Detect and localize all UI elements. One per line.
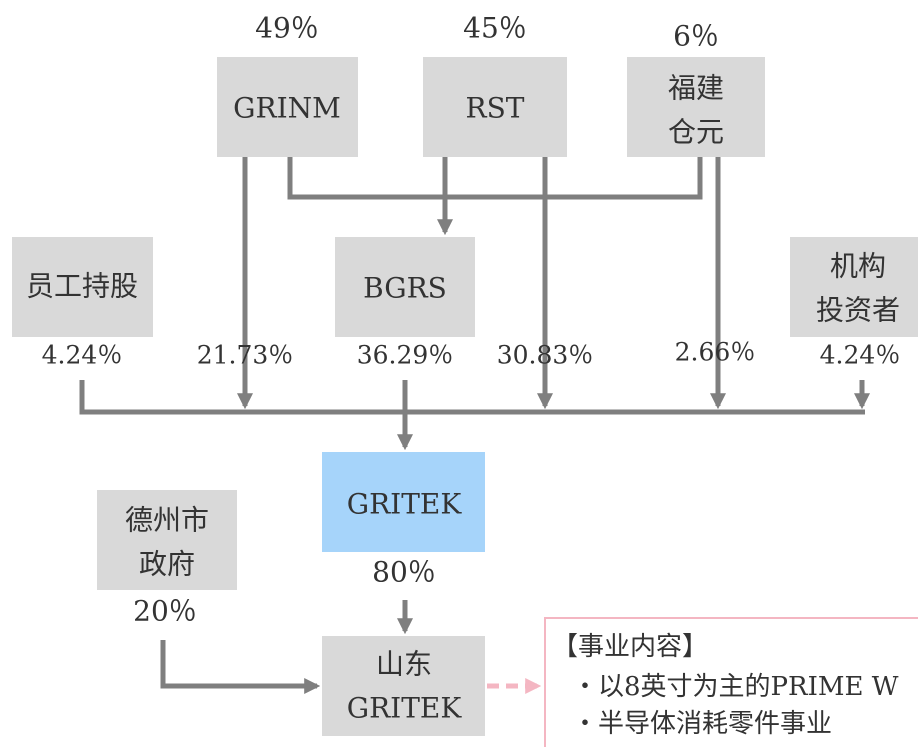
node-label: 投资者 bbox=[816, 294, 900, 327]
share: 6％ bbox=[673, 20, 719, 53]
node-label: 员工持股 bbox=[26, 270, 138, 303]
node-label: GRINM bbox=[233, 92, 341, 125]
node-box bbox=[423, 57, 567, 157]
node-label: GRITEK bbox=[347, 488, 463, 521]
node-label: GRITEK bbox=[347, 692, 463, 725]
node-label: 政府 bbox=[139, 548, 195, 581]
node-label: 山东 bbox=[376, 648, 432, 681]
business-box bbox=[544, 617, 918, 747]
connectors bbox=[79, 157, 871, 695]
share: 21.73％ bbox=[197, 341, 294, 370]
node-box bbox=[335, 237, 475, 337]
node-box bbox=[97, 490, 237, 590]
node-label: 机构 bbox=[830, 250, 886, 283]
share: 36.29％ bbox=[357, 341, 454, 370]
node-box bbox=[322, 636, 485, 736]
share: 30.83％ bbox=[497, 341, 594, 370]
business-item: ・半导体消耗零件事业 bbox=[572, 709, 832, 739]
share: 80％ bbox=[372, 556, 436, 589]
share: 45％ bbox=[463, 12, 527, 45]
node-label: 福建 bbox=[668, 72, 724, 105]
node-label: 德州市 bbox=[125, 504, 209, 537]
node-label: 仓元 bbox=[668, 116, 724, 149]
share: 20％ bbox=[133, 595, 197, 628]
node-label: RST bbox=[466, 92, 525, 125]
business-item: ・以8英寸为主的PRIME W bbox=[572, 672, 899, 702]
share: 4.24％ bbox=[42, 341, 123, 370]
share: 49％ bbox=[255, 12, 319, 45]
business-title: 【事业内容】 bbox=[552, 632, 708, 662]
node-box bbox=[217, 57, 358, 157]
node-box bbox=[790, 237, 918, 337]
node-box bbox=[627, 57, 765, 157]
node-label: BGRS bbox=[363, 272, 447, 305]
share: 2.66％ bbox=[675, 338, 756, 367]
node-box bbox=[322, 452, 485, 552]
node-box bbox=[12, 237, 153, 337]
share: 4.24％ bbox=[820, 341, 901, 370]
